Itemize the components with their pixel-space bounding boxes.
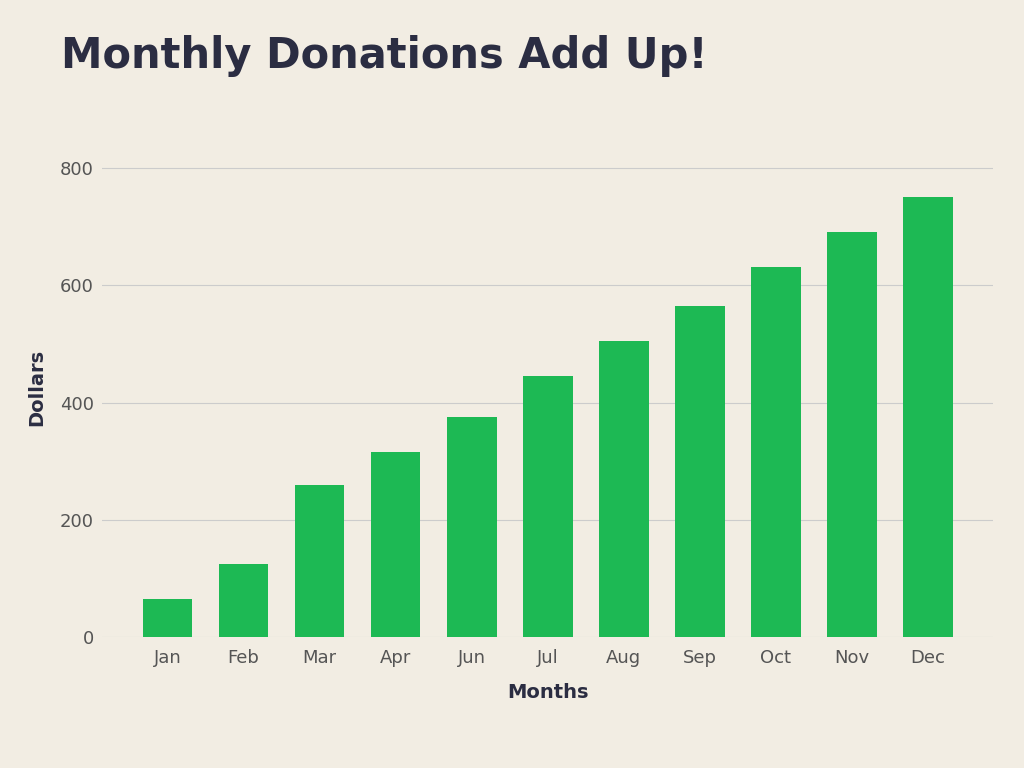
Bar xyxy=(447,417,497,637)
X-axis label: Months: Months xyxy=(507,684,589,702)
Bar xyxy=(752,267,801,637)
Bar xyxy=(827,232,877,637)
Bar xyxy=(523,376,572,637)
Bar xyxy=(143,599,193,637)
Text: Monthly Donations Add Up!: Monthly Donations Add Up! xyxy=(61,35,708,77)
Bar xyxy=(903,197,952,637)
Y-axis label: Dollars: Dollars xyxy=(28,349,46,426)
Bar xyxy=(675,306,725,637)
Bar xyxy=(599,341,648,637)
Bar xyxy=(371,452,421,637)
Bar xyxy=(219,564,268,637)
Bar xyxy=(295,485,344,637)
